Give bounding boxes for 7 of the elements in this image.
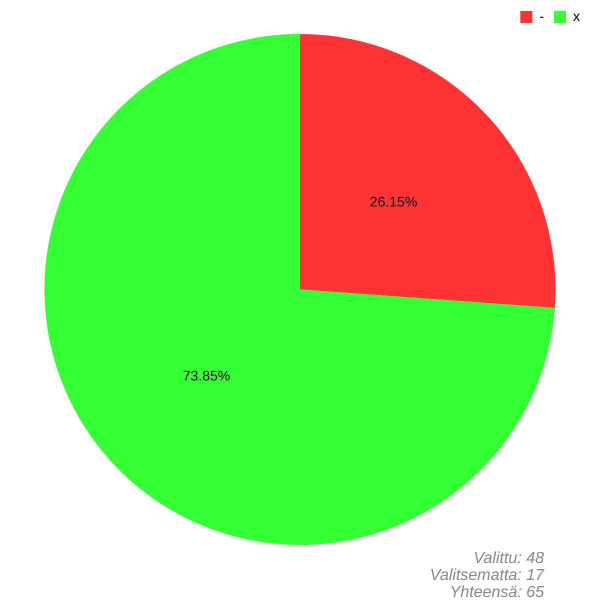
text: Valittu: 48 — [472, 550, 544, 567]
data-label: 73.85% — [182, 367, 230, 384]
legend-label: x — [573, 8, 580, 24]
legend-label: - — [539, 8, 544, 24]
data-label: 26.15% — [370, 193, 418, 210]
text: Valitsematta: 17 — [430, 567, 544, 584]
text: Yhteensä: 65 — [448, 584, 544, 601]
